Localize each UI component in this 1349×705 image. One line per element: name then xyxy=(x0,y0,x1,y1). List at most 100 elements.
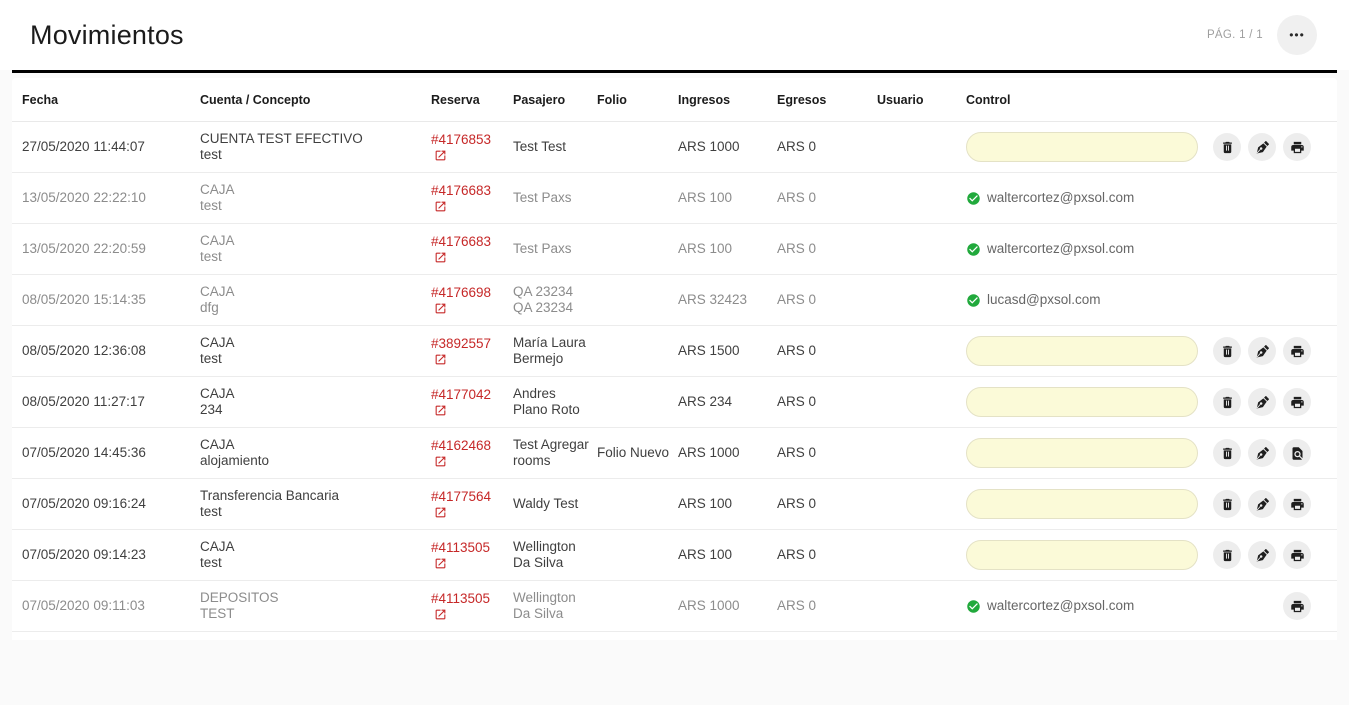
edit-button[interactable] xyxy=(1248,490,1276,518)
row-actions xyxy=(1213,337,1311,365)
control-user-email: waltercortez@pxsol.com xyxy=(987,598,1135,613)
cell-ingresos: ARS 1000 xyxy=(678,598,740,613)
control-input[interactable] xyxy=(966,438,1198,468)
concepto-text: test xyxy=(200,555,222,570)
cell-reserva: #4176698 xyxy=(431,285,513,315)
delete-button[interactable] xyxy=(1213,388,1241,416)
edit-button[interactable] xyxy=(1248,541,1276,569)
concepto-text: test xyxy=(200,249,222,264)
concepto-text: test xyxy=(200,198,222,213)
print-button[interactable] xyxy=(1283,133,1311,161)
cell-pasajero: Waldy Test xyxy=(513,496,579,511)
print-button[interactable] xyxy=(1283,388,1311,416)
concepto-text: TEST xyxy=(200,606,235,621)
reserva-link[interactable]: #4176698 xyxy=(431,285,491,315)
movements-table: Fecha Cuenta / Concepto Reserva Pasajero… xyxy=(12,78,1337,640)
pen-icon xyxy=(1255,548,1270,563)
control-input[interactable] xyxy=(966,132,1198,162)
reserva-number: #3892557 xyxy=(431,336,492,351)
pagination-label: PÁG. 1 / 1 xyxy=(1206,29,1263,41)
cell-pasajero: Test Paxs xyxy=(513,241,572,256)
reserva-number: #4177042 xyxy=(431,387,492,402)
check-circle-icon xyxy=(966,599,981,614)
cuenta-name: CAJA xyxy=(200,182,235,197)
printer-icon xyxy=(1290,395,1305,410)
external-link-icon xyxy=(435,150,446,161)
reserva-number: #4162468 xyxy=(431,438,492,453)
cell-fecha: 07/05/2020 09:14:23 xyxy=(22,547,146,562)
column-header-cuenta: Cuenta / Concepto xyxy=(200,92,311,107)
pen-icon xyxy=(1255,140,1270,155)
edit-button[interactable] xyxy=(1248,439,1276,467)
column-header-ingresos: Ingresos xyxy=(678,92,731,107)
print-button[interactable] xyxy=(1283,592,1311,620)
printer-icon xyxy=(1290,497,1305,512)
delete-button[interactable] xyxy=(1213,133,1241,161)
cell-folio: Folio Nuevo xyxy=(597,445,670,460)
print-button[interactable] xyxy=(1283,490,1311,518)
cell-fecha: 13/05/2020 22:22:10 xyxy=(22,190,146,205)
cell-egresos: ARS 0 xyxy=(777,343,817,358)
control-input[interactable] xyxy=(966,489,1198,519)
cell-pasajero: QA 23234 QA 23234 xyxy=(513,284,574,315)
control-input[interactable] xyxy=(966,540,1198,570)
control-input[interactable] xyxy=(966,387,1198,417)
reserva-link[interactable]: #4113505 xyxy=(431,591,490,621)
cell-control xyxy=(966,438,1327,468)
trash-icon xyxy=(1220,446,1235,461)
control-user-email: lucasd@pxsol.com xyxy=(987,292,1101,307)
cell-cuenta: CAJA dfg xyxy=(200,284,431,316)
external-link-icon xyxy=(435,507,446,518)
reserva-link[interactable]: #3892557 xyxy=(431,336,491,366)
cell-cuenta: CAJA test xyxy=(200,182,431,214)
table-row: 13/05/2020 22:20:59 CAJA test #4176683 T… xyxy=(12,224,1337,275)
delete-button[interactable] xyxy=(1213,439,1241,467)
cuenta-name: CAJA xyxy=(200,233,235,248)
cell-fecha: 07/05/2020 14:45:36 xyxy=(22,445,146,460)
cuenta-name: DEPOSITOS xyxy=(200,590,279,605)
reserva-link[interactable]: #4176683 xyxy=(431,183,491,213)
reserva-link[interactable]: #4176683 xyxy=(431,234,491,264)
delete-button[interactable] xyxy=(1213,541,1241,569)
edit-button[interactable] xyxy=(1248,337,1276,365)
edit-button[interactable] xyxy=(1248,133,1276,161)
table-row: 08/05/2020 15:14:35 CAJA dfg #4176698 QA… xyxy=(12,275,1337,326)
ellipsis-icon: ••• xyxy=(1289,28,1305,42)
column-header-control: Control xyxy=(966,92,1011,107)
concepto-text: 234 xyxy=(200,402,223,417)
delete-button[interactable] xyxy=(1213,490,1241,518)
cell-cuenta: CAJA alojamiento xyxy=(200,437,431,469)
cell-control xyxy=(966,489,1327,519)
cell-cuenta: Transferencia Bancaria test xyxy=(200,488,431,520)
cell-pasajero: Test Paxs xyxy=(513,190,572,205)
reserva-link[interactable]: #4113505 xyxy=(431,540,490,570)
control-user-email: waltercortez@pxsol.com xyxy=(987,190,1135,205)
pen-icon xyxy=(1255,446,1270,461)
table-body: 27/05/2020 11:44:07 CUENTA TEST EFECTIVO… xyxy=(12,122,1337,632)
cell-fecha: 13/05/2020 22:20:59 xyxy=(22,241,146,256)
print-button[interactable] xyxy=(1283,337,1311,365)
control-user-email: waltercortez@pxsol.com xyxy=(987,241,1135,256)
row-actions xyxy=(1213,439,1311,467)
cell-pasajero: Wellington Da Silva xyxy=(513,590,576,621)
more-options-button[interactable]: ••• xyxy=(1277,15,1317,55)
delete-button[interactable] xyxy=(1213,337,1241,365)
pen-icon xyxy=(1255,395,1270,410)
edit-button[interactable] xyxy=(1248,388,1276,416)
cell-control xyxy=(966,387,1327,417)
cell-reserva: #4177564 xyxy=(431,489,513,519)
reserva-link[interactable]: #4162468 xyxy=(431,438,491,468)
column-header-pasajero: Pasajero xyxy=(513,92,566,107)
reserva-link[interactable]: #4176853 xyxy=(431,132,491,162)
print-preview-button[interactable] xyxy=(1283,439,1311,467)
control-input[interactable] xyxy=(966,336,1198,366)
table-row: 07/05/2020 09:16:24 Transferencia Bancar… xyxy=(12,479,1337,530)
cuenta-name: CAJA xyxy=(200,539,235,554)
external-link-icon xyxy=(435,252,446,263)
cell-pasajero: Test Test xyxy=(513,139,567,154)
column-header-egresos: Egresos xyxy=(777,92,827,107)
cell-ingresos: ARS 1000 xyxy=(678,139,740,154)
print-button[interactable] xyxy=(1283,541,1311,569)
reserva-link[interactable]: #4177564 xyxy=(431,489,491,519)
reserva-link[interactable]: #4177042 xyxy=(431,387,491,417)
